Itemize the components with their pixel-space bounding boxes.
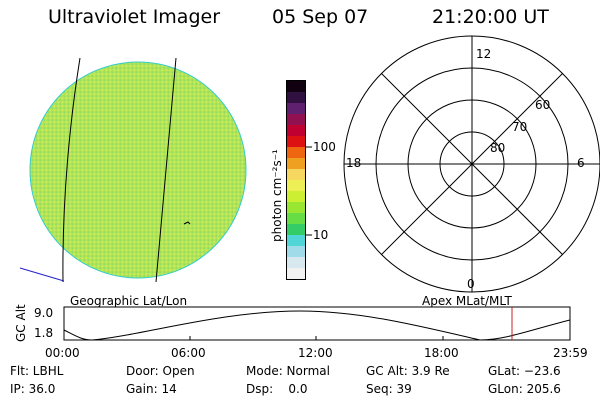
info-seq: Seq: 39 bbox=[366, 382, 412, 396]
colorbar-segment bbox=[287, 103, 305, 114]
altitude-xtick-0: 00:00 bbox=[45, 346, 80, 360]
info-mode: Mode: Normal bbox=[246, 364, 330, 378]
altitude-x-ticks bbox=[63, 336, 571, 340]
altitude-xtick-2: 12:00 bbox=[298, 346, 333, 360]
image-panel-label: Geographic Lat/Lon bbox=[70, 294, 188, 308]
sun-direction-line bbox=[19, 267, 65, 282]
colorbar-segment bbox=[287, 246, 305, 257]
altitude-xtick-4: 23:59 bbox=[553, 346, 588, 360]
colorbar-segment bbox=[287, 169, 305, 180]
polar-mlt-6: 6 bbox=[577, 156, 585, 170]
info-ip: IP: 36.0 bbox=[10, 382, 56, 396]
earth-disk bbox=[29, 61, 247, 279]
colorbar-segment bbox=[287, 114, 305, 125]
colorbar-segment bbox=[287, 147, 305, 158]
info-glat: GLat: −23.6 bbox=[488, 364, 561, 378]
instrument-title: Ultraviolet Imager bbox=[48, 6, 221, 28]
colorbar-segment bbox=[287, 158, 305, 169]
colorbar-segment bbox=[287, 125, 305, 136]
altitude-y-bottom: 1.8 bbox=[34, 326, 54, 340]
colorbar-segment bbox=[287, 224, 305, 235]
colorbar-segment bbox=[287, 136, 305, 147]
polar-plot-label: Apex MLat/MLT bbox=[422, 294, 512, 308]
altitude-y-top: 9.0 bbox=[34, 306, 54, 320]
header-time: 21:20:00 UT bbox=[432, 6, 549, 28]
colorbar-segment bbox=[287, 213, 305, 224]
colorbar-segment bbox=[287, 191, 305, 202]
colorbar-tick-100: 100 bbox=[313, 140, 336, 154]
colorbar bbox=[286, 80, 306, 280]
altitude-xtick-1: 06:00 bbox=[171, 346, 206, 360]
colorbar-ticks bbox=[306, 146, 312, 236]
colorbar-segment bbox=[287, 180, 305, 191]
polar-lat-80: 80 bbox=[490, 141, 506, 155]
colorbar-segment bbox=[287, 81, 305, 92]
polar-lat-60: 60 bbox=[535, 98, 551, 112]
longitude-line-right bbox=[155, 57, 177, 283]
altitude-plot-frame bbox=[63, 306, 571, 341]
info-gain: Gain: 14 bbox=[126, 382, 177, 396]
polar-mlt-18: 18 bbox=[346, 156, 362, 170]
colorbar-segment bbox=[287, 202, 305, 213]
coastline-fragment bbox=[183, 221, 191, 225]
altitude-curve bbox=[63, 310, 571, 341]
altitude-xtick-3: 18:00 bbox=[424, 346, 459, 360]
info-filter: Flt: LBHL bbox=[10, 364, 64, 378]
colorbar-tick-10: 10 bbox=[313, 228, 329, 242]
info-door: Door: Open bbox=[126, 364, 195, 378]
header-date: 05 Sep 07 bbox=[272, 6, 369, 28]
colorbar-segment bbox=[287, 268, 305, 279]
colorbar-segment bbox=[287, 257, 305, 268]
longitude-line-left bbox=[62, 57, 81, 283]
colorbar-segment bbox=[287, 92, 305, 103]
info-gc-alt: GC Alt: 3.9 Re bbox=[366, 364, 450, 378]
polar-lat-70: 70 bbox=[512, 120, 528, 134]
polar-diagonal-2 bbox=[381, 73, 563, 255]
info-dsp: Dsp: 0.0 bbox=[246, 382, 308, 396]
polar-mlt-0: 0 bbox=[467, 277, 475, 291]
polar-mlt-12: 12 bbox=[476, 47, 492, 61]
info-glon: GLon: 205.6 bbox=[488, 382, 561, 396]
colorbar-segment bbox=[287, 235, 305, 246]
